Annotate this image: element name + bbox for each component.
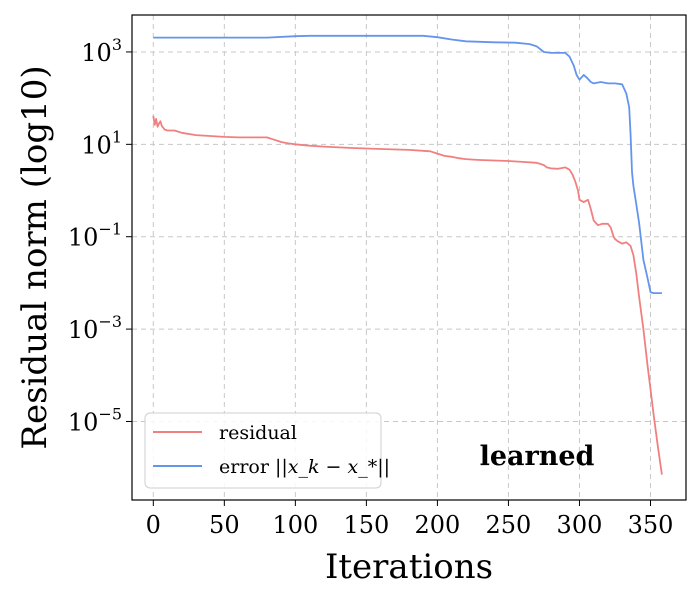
x-tick-label: 150 <box>343 511 389 539</box>
x-tick-label: 300 <box>557 511 603 539</box>
y-tick-label: 101 <box>81 127 122 159</box>
y-tick-exponent: 3 <box>112 35 122 54</box>
legend: residual error ||x_k − x_*|| <box>144 412 390 489</box>
legend-label-text: error <box>219 456 275 478</box>
x-tick-label: 200 <box>415 511 461 539</box>
legend-label-0: residual <box>219 422 297 444</box>
y-tick-label: 10−1 <box>68 220 122 252</box>
y-tick-label: 10−3 <box>68 312 122 344</box>
legend-label-1: error ||x_k − x_*|| <box>219 456 390 478</box>
y-axis-title: Residual norm (log10) <box>15 65 55 449</box>
y-tick-label: 10−5 <box>68 404 122 436</box>
y-tick-exponent: 1 <box>112 127 122 146</box>
legend-label-text: residual <box>219 422 297 444</box>
y-tick-label: 103 <box>81 35 122 67</box>
series-line-0 <box>152 115 663 475</box>
y-tick-base: 10 <box>68 224 99 252</box>
y-tick-base: 10 <box>81 39 112 67</box>
x-tick-label: 250 <box>486 511 532 539</box>
x-tick-label: 50 <box>209 511 240 539</box>
y-tick-base: 10 <box>68 408 99 436</box>
legend-box <box>144 412 382 489</box>
legend-label-math: ||x_k − x_*|| <box>275 456 390 478</box>
x-tick-label: 0 <box>146 511 161 539</box>
y-tick-exponent: −5 <box>98 404 122 423</box>
y-tick-base: 10 <box>68 316 99 344</box>
plot-frame <box>131 14 687 501</box>
series-layer <box>152 34 663 475</box>
y-tick-exponent: −1 <box>98 220 122 239</box>
x-axis: 0 50 100 150 200 250 300 350 <box>146 500 674 539</box>
x-tick-label: 100 <box>272 511 318 539</box>
y-tick-base: 10 <box>81 131 112 159</box>
x-tick-label: 350 <box>628 511 674 539</box>
annotation-label: learned <box>480 441 595 472</box>
y-tick-exponent: −3 <box>98 312 122 331</box>
grid <box>132 15 686 500</box>
series-line-1 <box>153 34 662 295</box>
x-axis-title: Iterations <box>325 547 493 587</box>
